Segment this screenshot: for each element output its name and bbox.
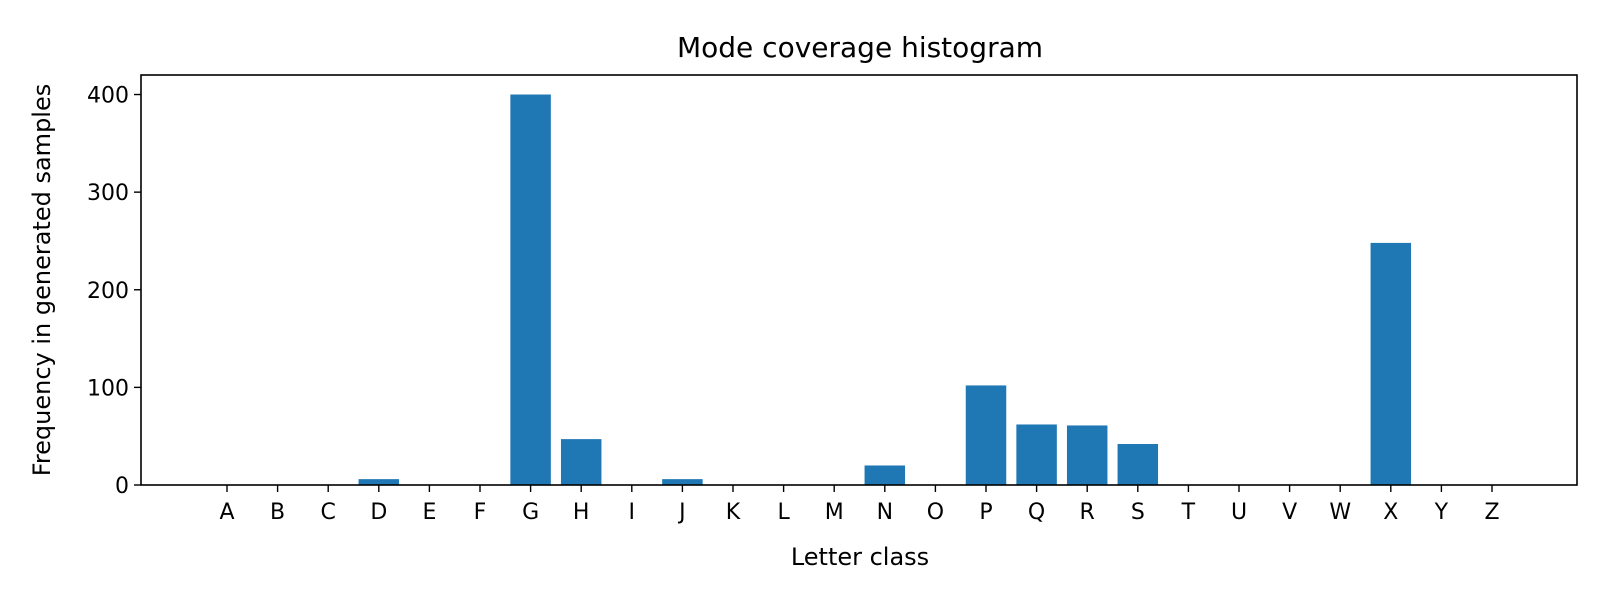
x-tick-label-E: E bbox=[422, 500, 436, 525]
x-tick-label-B: B bbox=[270, 500, 285, 525]
y-axis-label: Frequency in generated samples bbox=[28, 84, 56, 476]
y-tick-label-100: 100 bbox=[87, 376, 129, 401]
x-tick-label-H: H bbox=[573, 500, 590, 525]
x-tick-label-L: L bbox=[777, 500, 790, 525]
y-tick-label-300: 300 bbox=[87, 181, 129, 206]
bar-N bbox=[864, 465, 906, 485]
x-tick-label-D: D bbox=[370, 500, 387, 525]
bar-H bbox=[560, 439, 602, 485]
x-tick-label-K: K bbox=[726, 500, 741, 525]
y-axis: 0 100 200 300 400 bbox=[87, 84, 141, 499]
x-tick-label-U: U bbox=[1231, 500, 1247, 525]
x-tick-label-V: V bbox=[1282, 500, 1297, 525]
x-tick-label-M: M bbox=[825, 500, 844, 525]
x-axis: A B C D E F G H I J K L M N O P Q R S T U V W X Y Z bbox=[219, 485, 1500, 525]
x-tick-label-T: T bbox=[1181, 500, 1196, 525]
bar-R bbox=[1066, 425, 1108, 485]
x-tick-label-G: G bbox=[522, 500, 539, 525]
x-tick-label-N: N bbox=[877, 500, 893, 525]
plot-frame bbox=[140, 74, 1578, 486]
y-tick-label-400: 400 bbox=[87, 84, 129, 109]
x-tick-label-W: W bbox=[1329, 500, 1351, 525]
x-tick-label-J: J bbox=[677, 500, 686, 525]
x-tick-label-O: O bbox=[927, 500, 944, 525]
bar-Q bbox=[1016, 424, 1057, 485]
y-tick-label-0: 0 bbox=[115, 474, 129, 499]
x-tick-label-C: C bbox=[321, 500, 336, 525]
bar-J bbox=[662, 479, 703, 485]
x-tick-label-A: A bbox=[219, 500, 234, 525]
x-tick-label-R: R bbox=[1080, 500, 1095, 525]
x-tick-label-I: I bbox=[629, 500, 636, 525]
x-tick-label-Z: Z bbox=[1484, 500, 1499, 525]
chart-title: Mode coverage histogram bbox=[677, 31, 1043, 64]
x-tick-label-P: P bbox=[979, 500, 992, 525]
bar-P bbox=[965, 385, 1007, 485]
bar-X bbox=[1370, 242, 1412, 485]
bars-group bbox=[358, 94, 1412, 486]
x-tick-label-S: S bbox=[1131, 500, 1145, 525]
bar-D bbox=[358, 479, 400, 485]
x-tick-label-X: X bbox=[1383, 500, 1398, 525]
y-tick-label-200: 200 bbox=[87, 279, 129, 304]
x-tick-label-Y: Y bbox=[1434, 500, 1449, 525]
x-axis-label: Letter class bbox=[791, 543, 929, 571]
x-tick-label-F: F bbox=[474, 500, 487, 525]
bar-S bbox=[1117, 444, 1159, 485]
x-tick-label-Q: Q bbox=[1028, 500, 1045, 525]
bar-G bbox=[510, 94, 551, 486]
